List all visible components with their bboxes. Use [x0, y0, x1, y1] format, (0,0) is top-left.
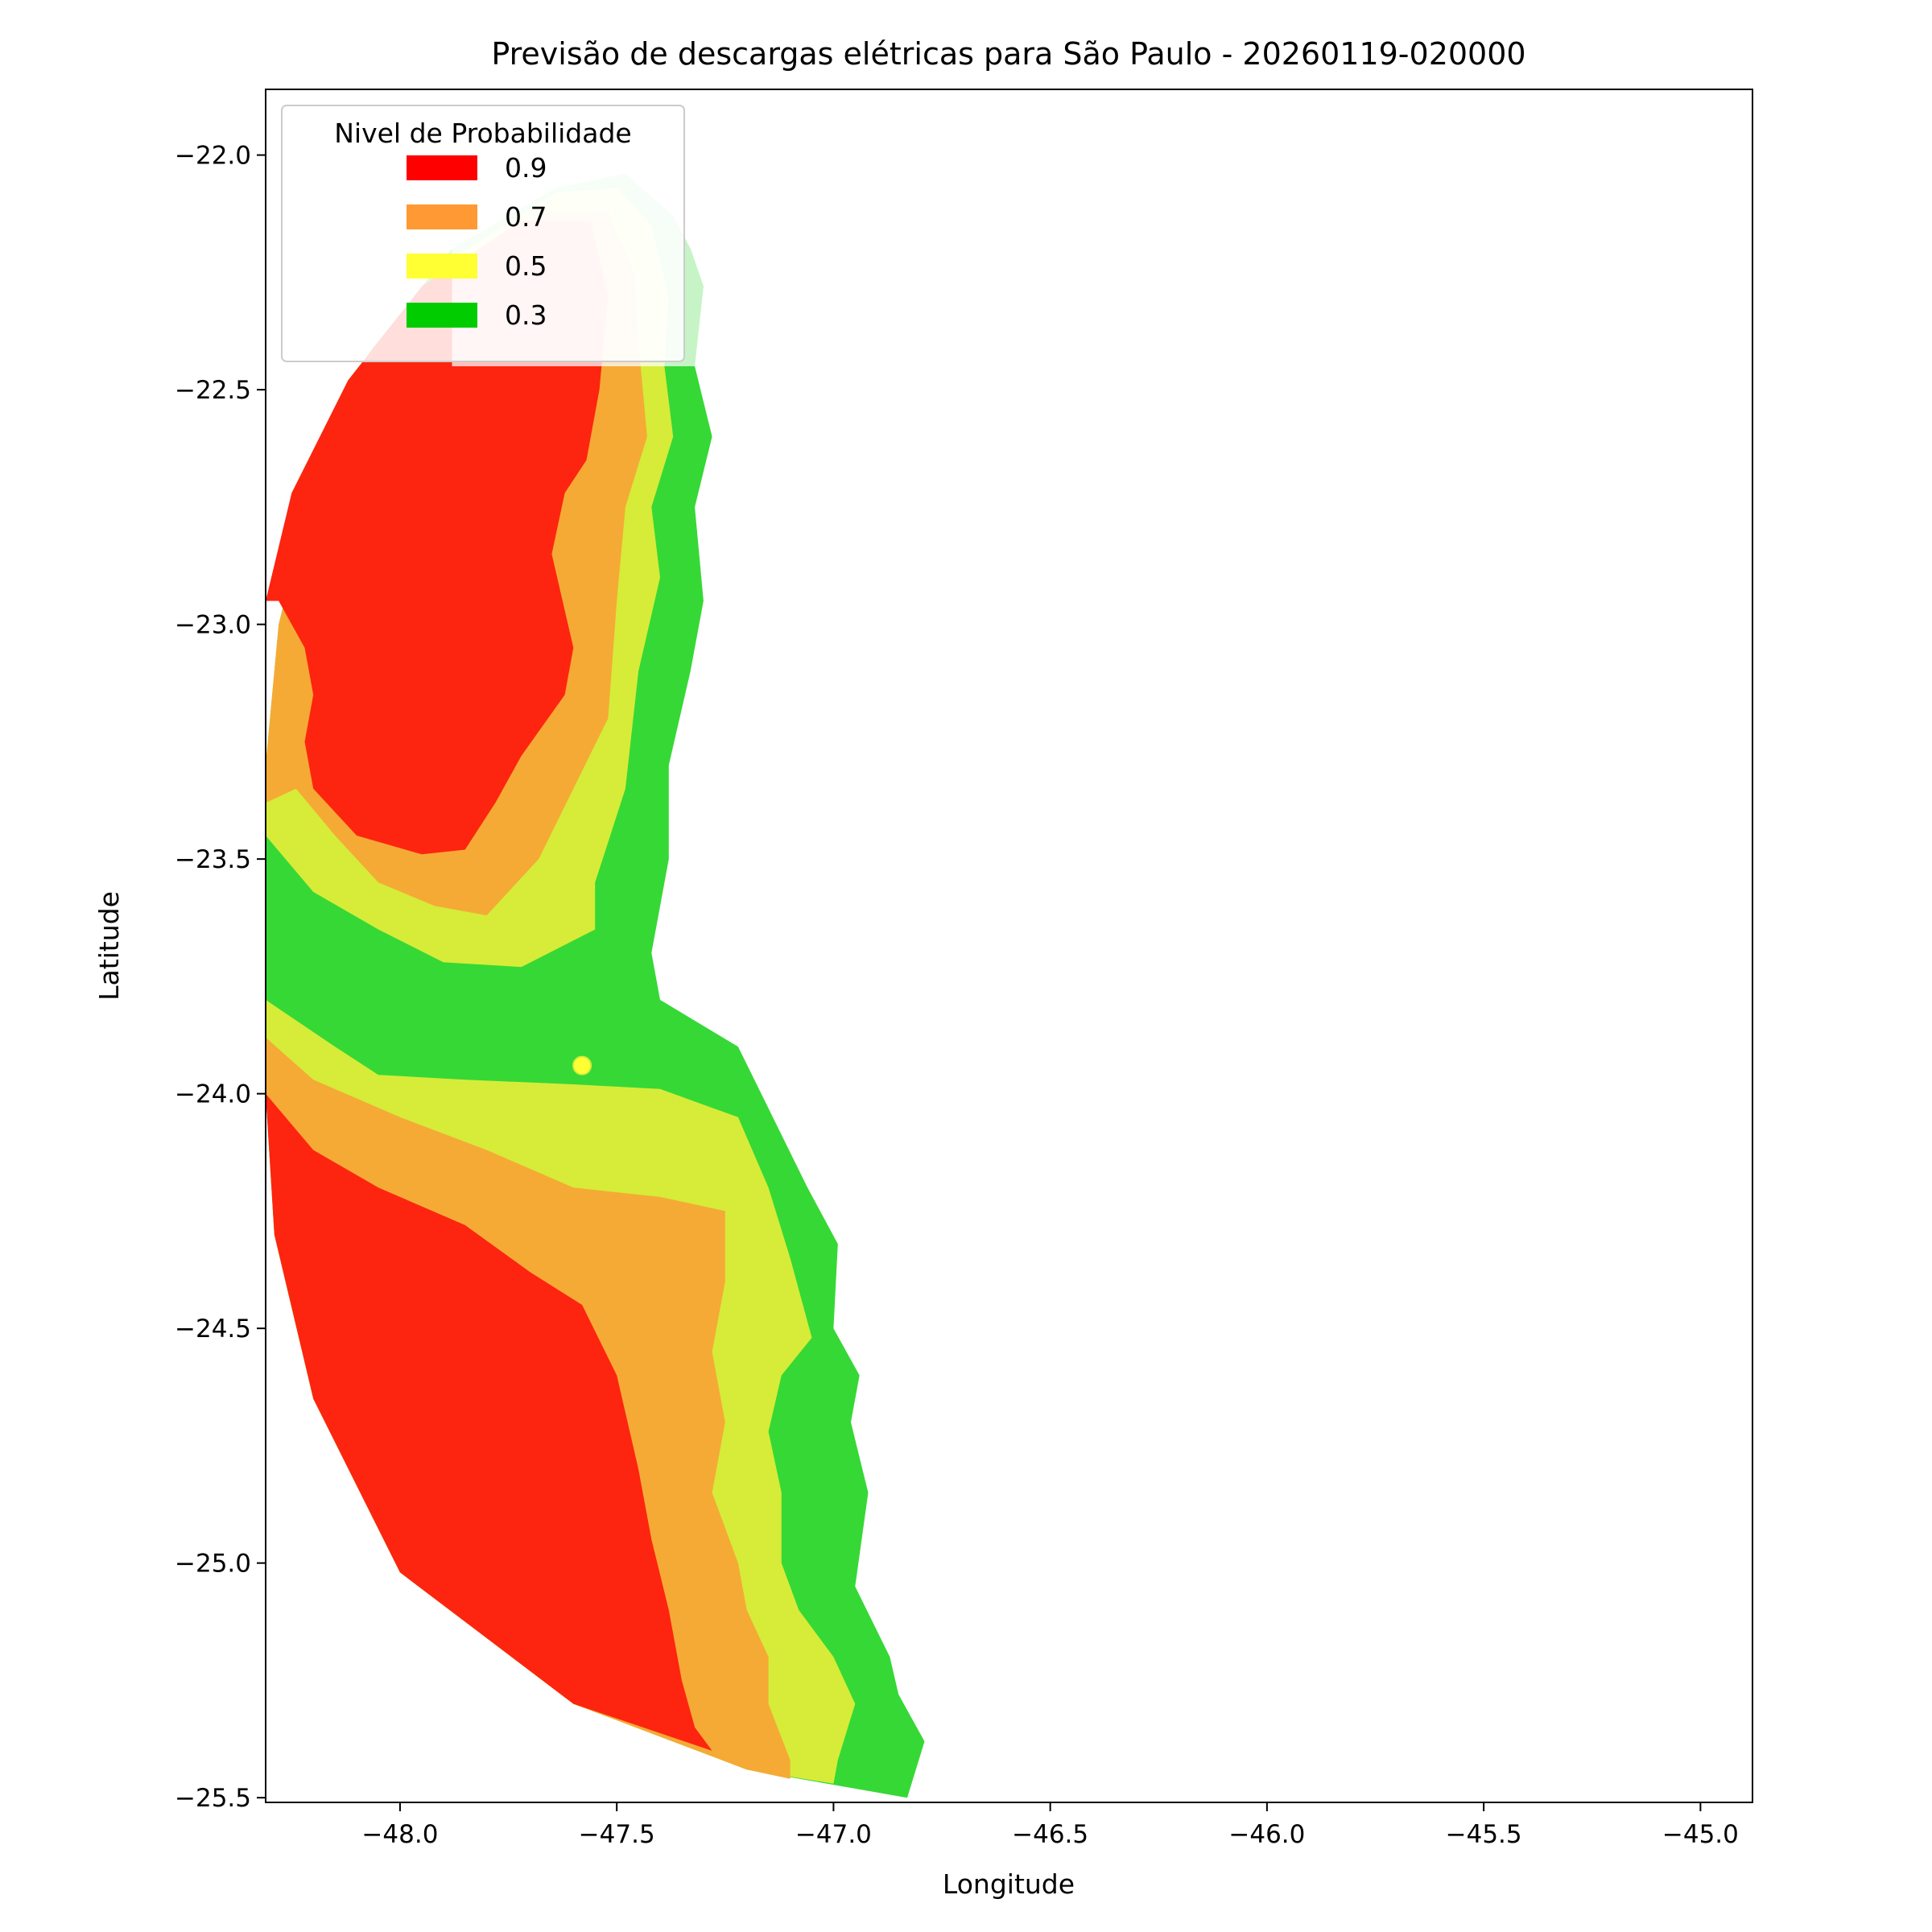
- y-tick-label: −22.0: [175, 142, 251, 171]
- y-tick-label: −23.0: [175, 611, 251, 640]
- x-tick-label: −46.0: [1228, 1820, 1305, 1849]
- legend-title: Nivel de Probabilidade: [334, 118, 631, 149]
- x-tick-label: −47.0: [795, 1820, 872, 1849]
- legend-swatch-0-9: [407, 155, 477, 180]
- y-tick-label: −25.0: [175, 1550, 251, 1579]
- x-tick-label: −47.5: [579, 1820, 655, 1849]
- y-axis-label: Latitude: [93, 891, 125, 1001]
- markers: [572, 1055, 592, 1075]
- legend-swatch-0-7: [407, 204, 477, 229]
- legend-label-0-5: 0.5: [505, 250, 547, 282]
- y-tick-label: −24.5: [175, 1315, 251, 1344]
- y-axis: −22.0 −22.5 −23.0 −23.5 −24.0 −24.5 −25.0 −25.5: [175, 142, 266, 1813]
- x-tick-label: −46.5: [1012, 1820, 1088, 1849]
- x-tick-label: −48.0: [361, 1820, 438, 1849]
- x-axis-label: Longitude: [943, 1868, 1075, 1900]
- x-tick-label: −45.5: [1446, 1820, 1522, 1849]
- y-tick-label: −24.0: [175, 1080, 251, 1109]
- plot-frame: [265, 89, 1753, 1803]
- legend-label-0-9: 0.9: [505, 152, 547, 184]
- y-tick-label: −25.5: [175, 1784, 251, 1813]
- x-tick-label: −45.0: [1662, 1820, 1739, 1849]
- legend-entries: 0.9 0.7 0.5 0.3: [407, 152, 547, 331]
- legend-swatch-0-3: [407, 303, 477, 328]
- legend-swatch-0-5: [407, 254, 477, 279]
- y-tick-label: −22.5: [175, 376, 251, 405]
- legend-label-0-3: 0.3: [505, 299, 547, 331]
- marker-point-0: [572, 1055, 592, 1075]
- contour-region-0-9-5: [266, 221, 609, 855]
- chart-title: Previsão de descargas elétricas para São…: [491, 36, 1525, 72]
- legend-box: [281, 105, 685, 362]
- legend: Nivel de Probabilidade 0.9 0.7 0.5 0.3: [281, 105, 685, 362]
- y-tick-label: −23.5: [175, 845, 251, 874]
- legend-label-0-7: 0.7: [505, 201, 547, 233]
- x-axis: −48.0 −47.5 −47.0 −46.5 −46.0 −45.5 −45.0: [361, 1802, 1739, 1849]
- contour-region-0-9-6: [266, 1093, 712, 1751]
